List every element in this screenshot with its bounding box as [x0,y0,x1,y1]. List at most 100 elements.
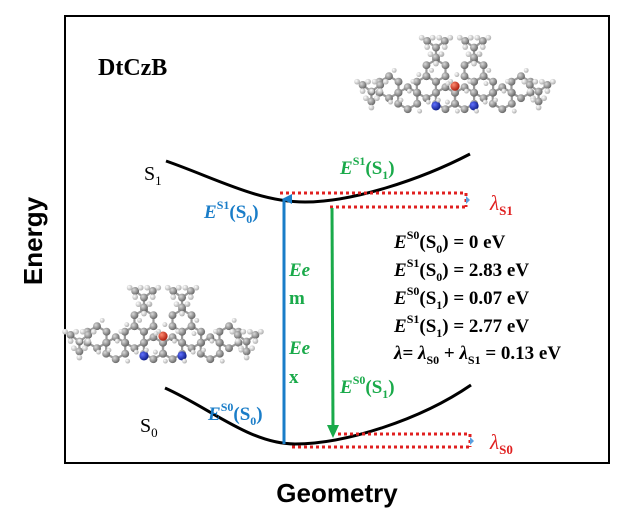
hydrogen-atom [464,88,469,94]
hydrogen-atom [535,104,542,111]
hydrogen-atom [175,284,182,291]
hydrogen-atom [234,338,241,344]
emission-arrow [330,207,335,431]
carbon-atom [187,322,196,331]
lambda-total-eq: = [402,343,418,364]
hydrogen-atom [153,331,159,337]
state-s1-letter: S [144,163,155,185]
hydrogen-atom [429,34,436,41]
carbon-atom [432,77,440,86]
energy-row-3-e: E [393,288,407,309]
carbon-atom [394,77,403,86]
carbon-atom [206,355,215,364]
carbon-atom [130,311,139,320]
carbon-atom [489,77,498,86]
label-es1-s0-arg: (S [229,202,246,223]
energy-row-2-close: ) [442,260,448,281]
lambda-total-value: = 0.13 eV [481,343,562,364]
carbon-atom [148,287,157,295]
carbon-atom [215,327,224,336]
hydrogen-atom [447,34,454,41]
carbon-atom [102,327,111,336]
hydrogen-atom [96,349,101,355]
energy-row: ES0(S0) = 0 eV [393,228,506,256]
hydrogen-atom [162,322,168,328]
carbon-atom [432,43,440,52]
hydrogen-atom [425,99,431,105]
energy-row-3-sub: 1 [436,298,442,312]
carbon-atom [139,338,148,347]
hydrogen-atom [371,78,378,85]
hydrogen-atom [445,81,451,87]
hydrogen-atom [249,345,255,352]
hydrogen-atom [125,358,131,364]
carbon-atom [440,37,449,45]
hydrogen-atom [132,294,139,300]
hydrogen-atom [526,88,533,94]
carbon-atom [403,105,412,114]
lambda-s0-symbol: λ [489,430,499,454]
label-es1-s1-arg: (S [365,158,382,179]
carbon-atom [358,81,367,89]
carbon-atom [242,347,251,356]
hydrogen-atom [471,60,477,67]
hydrogen-atom [388,99,393,105]
carbon-atom [233,331,242,339]
emission-label: Ee m [288,260,311,309]
carbon-atom [422,72,431,81]
energy-row-3-close: ) [442,288,448,309]
energy-row-1-e: E [393,232,407,253]
hydrogen-atom [530,97,536,103]
energy-row-3-sup: S0 [407,284,420,298]
carbon-atom [422,61,431,70]
hydrogen-atom [550,78,556,85]
carbon-atom [149,322,158,331]
carbon-atom [460,105,469,114]
label-es1-s0-e: E [203,202,217,223]
hydrogen-atom [252,338,259,344]
carbon-atom [470,88,479,97]
lambda-total-plus: + [439,343,459,364]
carbon-atom [225,322,233,331]
energy-table: ES0(S0) = 0 eV ES1(S0) = 2.83 eV ES0(S1)… [393,228,561,367]
lambda-total-row: λ= λS0 + λS1 = 0.13 eV [393,343,561,367]
carbon-atom [215,349,224,358]
label-es0-s1-sub: 1 [382,387,388,401]
hydrogen-atom [363,95,369,102]
hydrogen-atom [368,104,375,111]
label-es0-s1-sup: S0 [353,373,366,387]
carbon-atom [470,77,478,86]
hydrogen-atom [359,88,366,94]
hydrogen-atom [486,67,492,73]
hydrogen-atom [433,60,439,67]
state-s0-letter: S [140,415,151,437]
carbon-atom [470,43,478,52]
hydrogen-atom [141,310,147,317]
carbon-atom [451,88,460,97]
hydrogen-atom [124,322,130,328]
nitrogen-atom [431,101,441,111]
lambda-s0-markers [292,432,472,449]
energy-row-4-value: = 2.77 eV [449,316,530,337]
carbon-atom [441,105,450,114]
label-es1-s0-close: ) [252,202,258,223]
carbon-atom [432,53,440,62]
hydrogen-atom [173,301,180,308]
carbon-atom [196,338,205,347]
hydrogen-atom [77,338,83,344]
carbon-atom [102,338,111,347]
carbon-atom [159,338,168,347]
carbon-atom [140,327,148,336]
label-es1-s0-sub: 0 [246,212,252,226]
label-es1-s1-sup: S1 [353,154,366,168]
hydrogen-atom [523,67,529,73]
hydrogen-atom [436,34,443,41]
carbon-atom [120,327,129,336]
hydrogen-atom [149,294,156,300]
molecule-name: DtCzB [98,55,167,81]
hydrogen-atom [467,78,473,84]
hydrogen-atom [144,284,151,291]
excited-state-curve [165,152,471,204]
carbon-atom [120,338,129,347]
